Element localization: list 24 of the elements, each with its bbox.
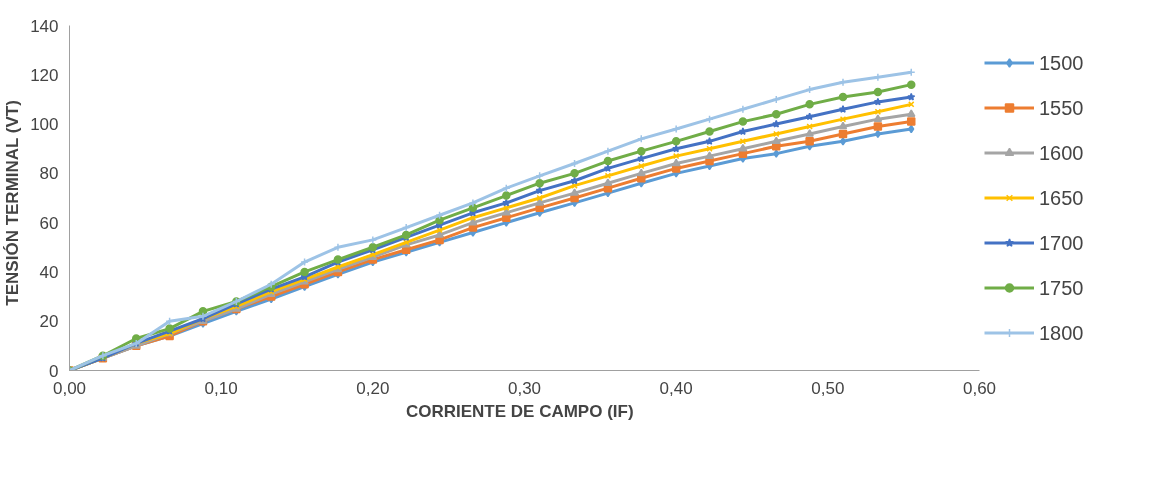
x-tick-label: 0,30 [507,378,542,398]
x-tick-label: 0,60 [962,378,997,398]
y-tick-label: 60 [39,213,59,233]
x-tick-label: 0,20 [356,378,390,398]
y-tick-label: 140 [30,16,59,36]
y-tick-label: 120 [30,65,59,85]
y-tick-label: 0 [49,361,59,381]
y-tick-label: 80 [39,164,59,184]
legend-label: 1750 [1039,276,1084,299]
legend-label: 1700 [1039,231,1084,254]
legend-label: 1500 [1039,51,1084,74]
legend-label: 1600 [1039,141,1084,164]
y-tick-label: 20 [39,312,59,332]
x-tick-label: 0,00 [52,378,87,398]
x-tick-label: 0,10 [204,378,238,398]
legend-label: 1550 [1039,96,1084,119]
x-tick-label: 0,40 [659,378,693,398]
legend-label: 1800 [1039,321,1084,344]
y-tick-label: 40 [39,262,59,282]
legend-label: 1650 [1039,186,1084,209]
x-axis-title: CORRIENTE DE CAMPO (IF) [405,401,634,421]
x-tick-label: 0,50 [811,378,845,398]
y-tick-label: 100 [30,115,59,135]
y-axis-title: TENSIÓN TERMINAL (VT) [3,100,23,306]
